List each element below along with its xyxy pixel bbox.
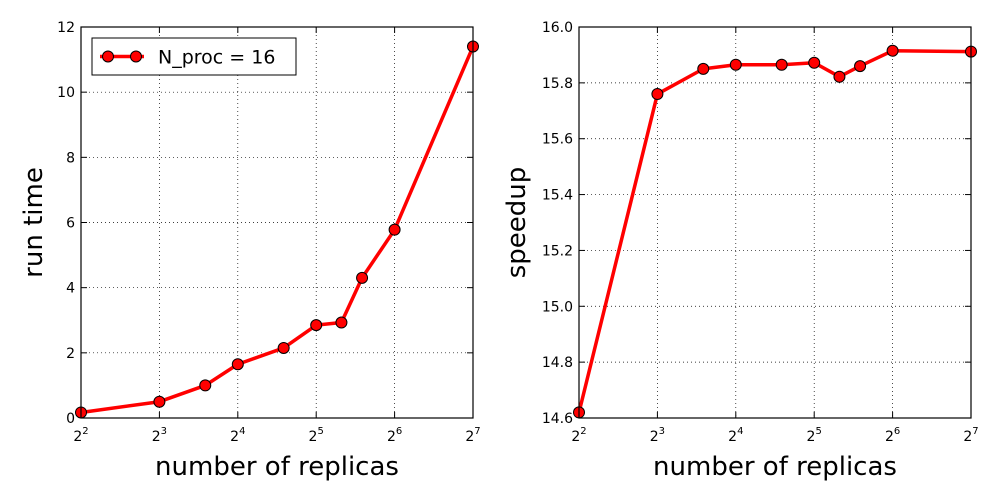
legend-marker [102,50,114,63]
x-tick-exponent: 6 [894,426,900,437]
x-tick-exponent: 6 [396,426,402,437]
data-point [310,319,323,332]
data-point [199,379,212,392]
x-tick-exponent: 3 [161,426,167,437]
y-tick-label: 10 [57,85,75,101]
y-axis-title: run time [19,167,49,278]
data-point [153,395,166,408]
y-tick-label: 15.6 [542,132,573,148]
x-tick-label: 26 [885,426,900,445]
legend-label: N_proc = 16 [158,47,275,69]
chart-speedup: 22 23 24 25 26 2714.614.815.015.215.415.615.8… [502,20,979,482]
x-tick-base: 2 [728,429,737,445]
x-tick-label: 25 [807,426,822,445]
x-tick-exponent: 7 [972,426,978,437]
x-tick-base: 2 [152,429,161,445]
y-tick-label: 0 [66,411,75,427]
x-tick-exponent: 2 [82,426,88,437]
x-tick-base: 2 [230,429,239,445]
data-point [697,62,710,75]
y-tick-label: 2 [66,346,75,362]
x-tick-base: 2 [465,429,474,445]
data-point [388,223,401,236]
data-point [335,316,348,329]
axes-frame [80,26,474,419]
x-tick-exponent: 4 [239,426,245,437]
y-tick-label: 4 [66,281,75,297]
data-point [808,56,821,69]
y-tick-label: 15.2 [542,243,573,259]
legend-marker [130,50,142,63]
legend: N_proc = 16 [91,37,297,76]
x-tick-base: 2 [571,429,580,445]
x-tick-base: 2 [885,429,894,445]
y-tick-label: 15.0 [542,299,573,315]
x-tick-label: 26 [387,426,402,445]
y-tick-label: 15.8 [542,76,573,92]
data-point [729,58,742,71]
y-tick-label: 8 [66,150,75,166]
y-tick-label: 6 [66,216,75,232]
x-tick-label: 27 [963,426,978,445]
x-tick-exponent: 3 [659,426,665,437]
y-axis-title: speedup [502,167,532,279]
axes-frame [578,26,972,419]
x-tick-exponent: 7 [474,426,480,437]
y-tick-label: 15.4 [542,188,573,204]
x-tick-label: 22 [571,426,586,445]
y-tick-label: 14.6 [542,411,573,427]
y-tick-label: 12 [57,20,75,36]
x-tick-label: 25 [309,426,324,445]
data-point [833,70,846,83]
data-point [356,271,369,284]
x-tick-base: 2 [807,429,816,445]
x-tick-exponent: 5 [317,426,323,437]
x-tick-label: 24 [728,426,743,445]
x-tick-label: 23 [152,426,167,445]
x-tick-exponent: 5 [815,426,821,437]
x-tick-label: 24 [230,426,245,445]
y-tick-label: 16.0 [542,20,573,36]
data-point [277,341,290,354]
series-line [80,45,475,415]
data-point [651,88,664,101]
data-point [886,44,899,57]
x-axis-title: number of replicas [155,452,399,482]
x-tick-base: 2 [387,429,396,445]
x-tick-base: 2 [650,429,659,445]
x-tick-label: 22 [73,426,88,445]
x-tick-base: 2 [963,429,972,445]
x-tick-base: 2 [309,429,318,445]
x-tick-exponent: 2 [580,426,586,437]
x-tick-label: 27 [465,426,480,445]
y-tick-label: 14.8 [542,355,573,371]
x-tick-exponent: 4 [737,426,743,437]
plot-area [579,27,971,418]
x-axis-title: number of replicas [653,452,897,482]
data-point [854,60,867,73]
data-point [231,358,244,371]
x-tick-base: 2 [73,429,82,445]
data-point [775,58,788,71]
series-line [577,48,972,413]
x-tick-label: 23 [650,426,665,445]
